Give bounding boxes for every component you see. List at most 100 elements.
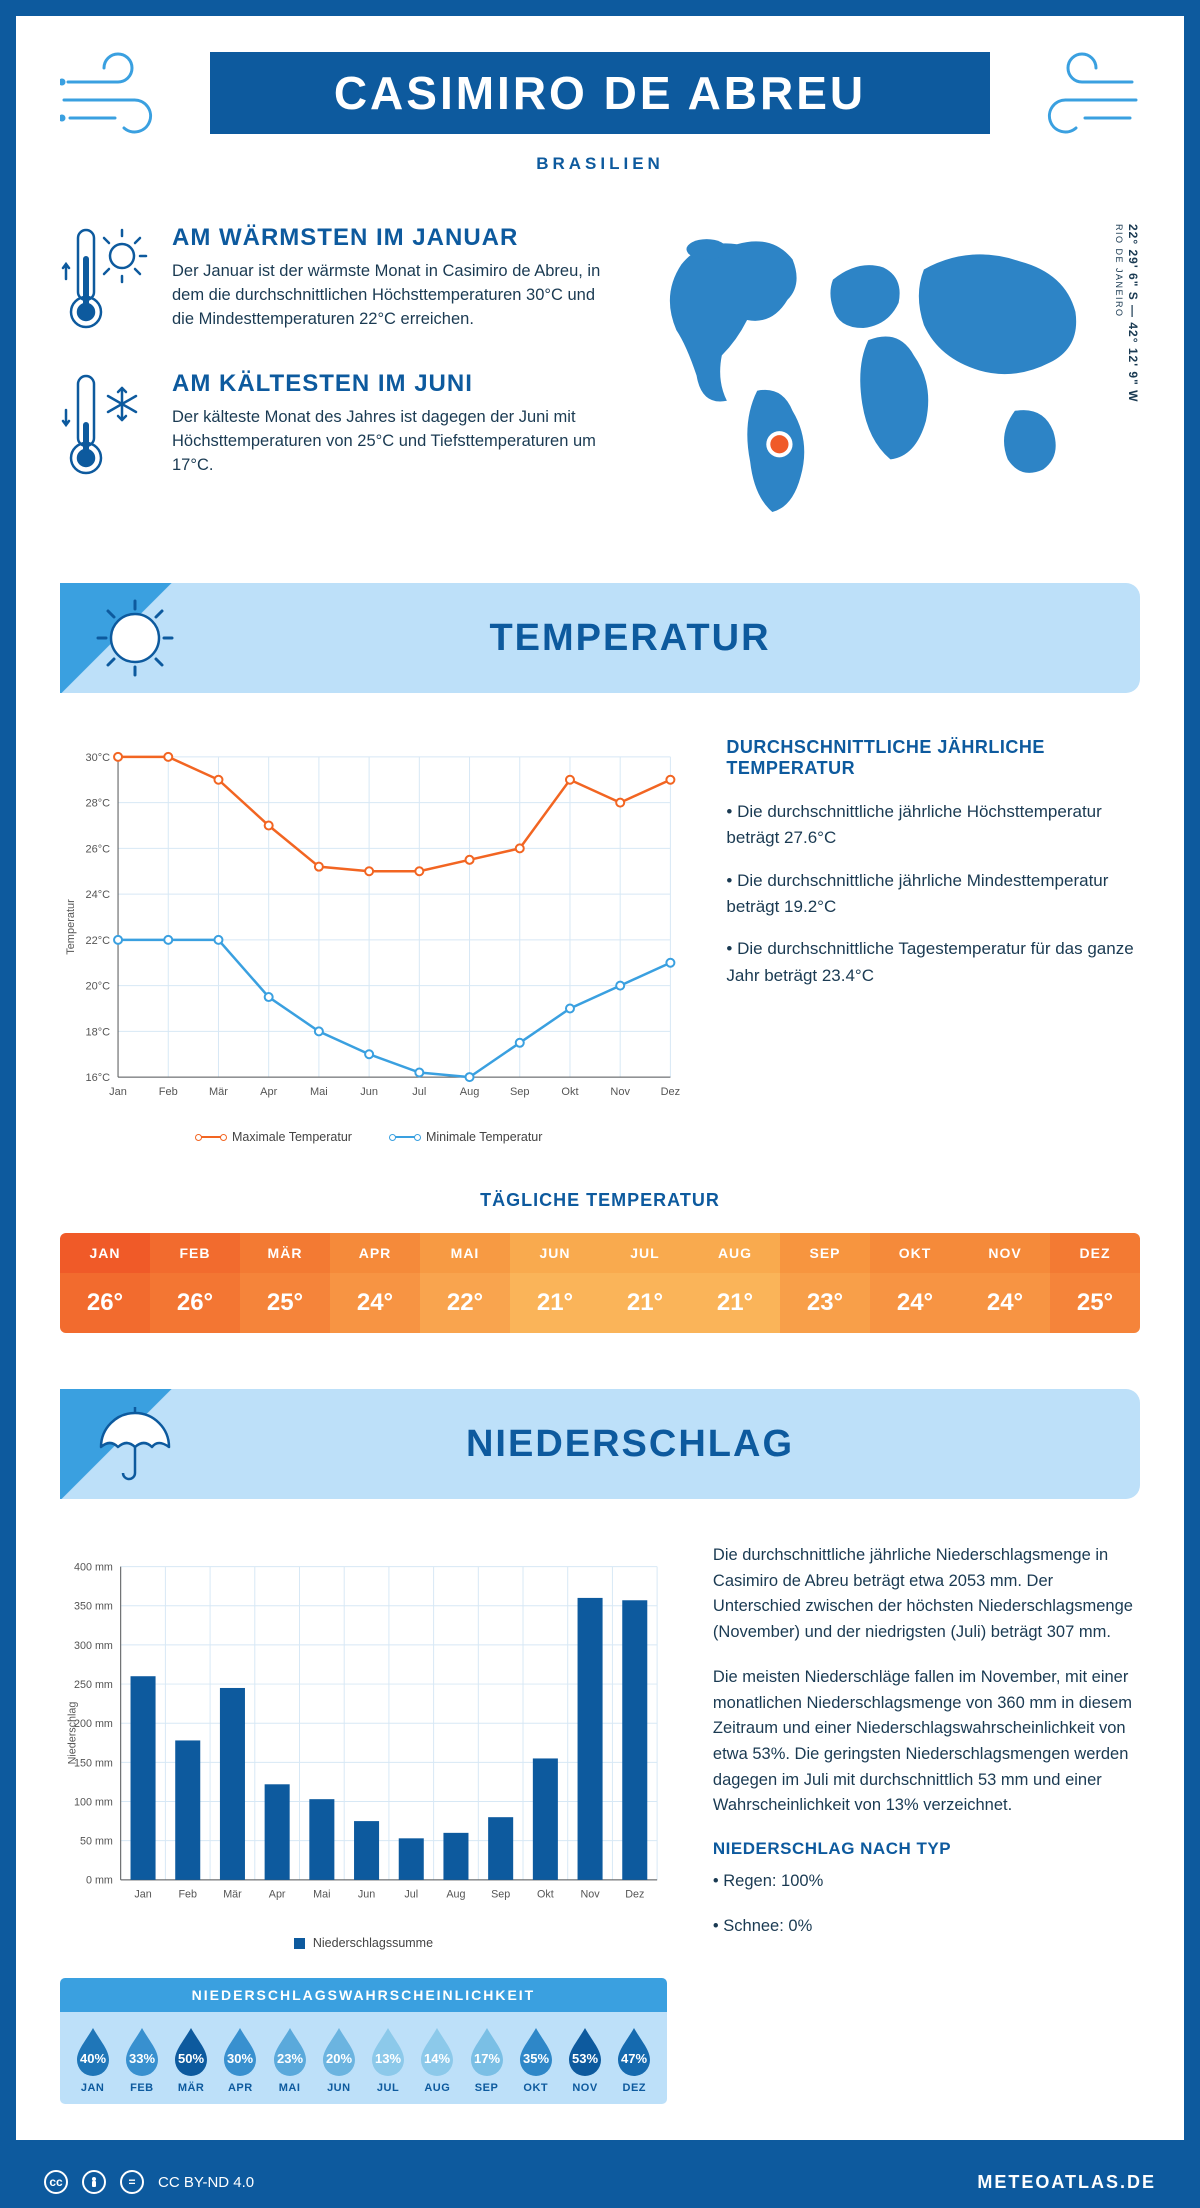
svg-text:20°C: 20°C — [85, 981, 110, 993]
thermometer-snow-icon — [60, 370, 150, 480]
precip-p1: Die durchschnittliche jährliche Niedersc… — [713, 1543, 1140, 1645]
prob-drop: 13%JUL — [365, 2026, 410, 2094]
page-title: CASIMIRO DE ABREU — [210, 52, 990, 134]
daily-month: APR — [330, 1233, 420, 1273]
precip-type-2: • Schnee: 0% — [713, 1914, 1140, 1940]
legend-max: Maximale Temperatur — [198, 1130, 352, 1144]
svg-text:350 mm: 350 mm — [74, 1601, 113, 1613]
daily-value: 21° — [510, 1273, 600, 1333]
prob-drop: 50%MÄR — [168, 2026, 213, 2094]
svg-text:40%: 40% — [80, 2051, 106, 2066]
temp-info-title: DURCHSCHNITTLICHE JÄHRLICHE TEMPERATUR — [726, 737, 1140, 779]
svg-text:53%: 53% — [572, 2051, 598, 2066]
temperature-chart: 16°C18°C20°C22°C24°C26°C28°C30°CJanFebMä… — [60, 737, 680, 1144]
svg-text:17%: 17% — [474, 2051, 500, 2066]
svg-text:33%: 33% — [129, 2051, 155, 2066]
title-block: CASIMIRO DE ABREU BRASILIEN — [200, 52, 1000, 174]
daily-value: 21° — [690, 1273, 780, 1333]
precip-type-title: NIEDERSCHLAG NACH TYP — [713, 1839, 1140, 1859]
umbrella-icon — [90, 1399, 180, 1489]
svg-text:250 mm: 250 mm — [74, 1679, 113, 1691]
daily-month: AUG — [690, 1233, 780, 1273]
svg-text:Okt: Okt — [537, 1889, 554, 1901]
svg-text:47%: 47% — [621, 2051, 647, 2066]
svg-text:Sep: Sep — [510, 1086, 530, 1098]
bar-chart-svg: 0 mm50 mm100 mm150 mm200 mm250 mm300 mm3… — [60, 1543, 667, 1923]
map-block: 22° 29' 6" S — 42° 12' 9" W RIO DE JANEI… — [641, 224, 1140, 527]
svg-text:Mai: Mai — [313, 1889, 330, 1901]
svg-text:Jan: Jan — [134, 1889, 151, 1901]
daily-month: DEZ — [1050, 1233, 1140, 1273]
prob-drop: 14%AUG — [415, 2026, 460, 2094]
daily-month: MAI — [420, 1233, 510, 1273]
svg-text:18°C: 18°C — [85, 1026, 110, 1038]
license-text: CC BY-ND 4.0 — [158, 2174, 254, 2191]
prob-drop: 47%DEZ — [612, 2026, 657, 2094]
svg-text:Aug: Aug — [460, 1086, 480, 1098]
section-banner-temperature: TEMPERATUR — [60, 583, 1140, 693]
prob-drop: 17%SEP — [464, 2026, 509, 2094]
fact-coldest: AM KÄLTESTEN IM JUNI Der kälteste Monat … — [60, 370, 611, 480]
svg-text:Dez: Dez — [661, 1086, 681, 1098]
daily-value: 21° — [600, 1273, 690, 1333]
prob-drop: 20%JUN — [316, 2026, 361, 2094]
by-icon — [82, 2170, 106, 2194]
svg-text:35%: 35% — [523, 2051, 549, 2066]
facts-row: AM WÄRMSTEN IM JANUAR Der Januar ist der… — [60, 224, 1140, 527]
svg-text:0 mm: 0 mm — [86, 1875, 113, 1887]
thermometer-sun-icon — [60, 224, 150, 334]
temp-info-b1: • Die durchschnittliche jährliche Höchst… — [726, 799, 1140, 852]
svg-text:30%: 30% — [227, 2051, 253, 2066]
svg-text:Okt: Okt — [561, 1086, 578, 1098]
precip-p2: Die meisten Niederschläge fallen im Nove… — [713, 1665, 1140, 1818]
wind-icon-right — [1020, 52, 1140, 142]
fact-warmest: AM WÄRMSTEN IM JANUAR Der Januar ist der… — [60, 224, 611, 334]
coords-value: 22° 29' 6" S — 42° 12' 9" W — [1126, 224, 1140, 402]
svg-text:14%: 14% — [424, 2051, 450, 2066]
prob-drop: 33%FEB — [119, 2026, 164, 2094]
sun-icon — [90, 593, 180, 683]
svg-text:Mai: Mai — [310, 1086, 328, 1098]
facts-column: AM WÄRMSTEN IM JANUAR Der Januar ist der… — [60, 224, 611, 527]
coords-region: RIO DE JANEIRO — [1114, 224, 1124, 318]
svg-text:Jul: Jul — [412, 1086, 426, 1098]
cc-icon: cc — [44, 2170, 68, 2194]
section-banner-precip: NIEDERSCHLAG — [60, 1389, 1140, 1499]
svg-text:Jun: Jun — [358, 1889, 375, 1901]
fact-warmest-body: Der Januar ist der wärmste Monat in Casi… — [172, 260, 611, 332]
svg-text:100 mm: 100 mm — [74, 1797, 113, 1809]
precip-type-1: • Regen: 100% — [713, 1869, 1140, 1895]
svg-text:Feb: Feb — [159, 1086, 178, 1098]
daily-value: 22° — [420, 1273, 510, 1333]
daily-month: OKT — [870, 1233, 960, 1273]
prob-drop: 30%APR — [218, 2026, 263, 2094]
legend-precip: Niederschlagssumme — [294, 1936, 433, 1950]
svg-text:Temperatur: Temperatur — [65, 899, 77, 955]
legend-min: Minimale Temperatur — [392, 1130, 542, 1144]
svg-text:22°C: 22°C — [85, 935, 110, 947]
prob-drop: 35%OKT — [513, 2026, 558, 2094]
svg-text:Nov: Nov — [581, 1889, 601, 1901]
daily-value: 26° — [150, 1273, 240, 1333]
temp-info-b3: • Die durchschnittliche Tagestemperatur … — [726, 936, 1140, 989]
svg-text:13%: 13% — [375, 2051, 401, 2066]
daily-value: 24° — [870, 1273, 960, 1333]
probability-box: NIEDERSCHLAGSWAHRSCHEINLICHKEIT 40%JAN33… — [60, 1978, 667, 2104]
precip-chart: 0 mm50 mm100 mm150 mm200 mm250 mm300 mm3… — [60, 1543, 667, 2104]
daily-temp-table: JANFEBMÄRAPRMAIJUNJULAUGSEPOKTNOVDEZ26°2… — [60, 1233, 1140, 1333]
precip-info: Die durchschnittliche jährliche Niedersc… — [713, 1543, 1140, 2104]
svg-text:24°C: 24°C — [85, 889, 110, 901]
daily-month: MÄR — [240, 1233, 330, 1273]
svg-text:Mär: Mär — [223, 1889, 242, 1901]
section-title-precip: NIEDERSCHLAG — [180, 1423, 1140, 1466]
prob-drop: 53%NOV — [562, 2026, 607, 2094]
daily-month: FEB — [150, 1233, 240, 1273]
content-frame: CASIMIRO DE ABREU BRASILIEN — [0, 0, 1200, 2156]
infographic-page: CASIMIRO DE ABREU BRASILIEN — [0, 0, 1200, 2208]
svg-text:Jun: Jun — [360, 1086, 378, 1098]
svg-text:16°C: 16°C — [85, 1072, 110, 1084]
daily-month: NOV — [960, 1233, 1050, 1273]
svg-text:200 mm: 200 mm — [74, 1718, 113, 1730]
fact-coldest-title: AM KÄLTESTEN IM JUNI — [172, 370, 611, 398]
svg-text:Niederschlag: Niederschlag — [67, 1702, 79, 1765]
